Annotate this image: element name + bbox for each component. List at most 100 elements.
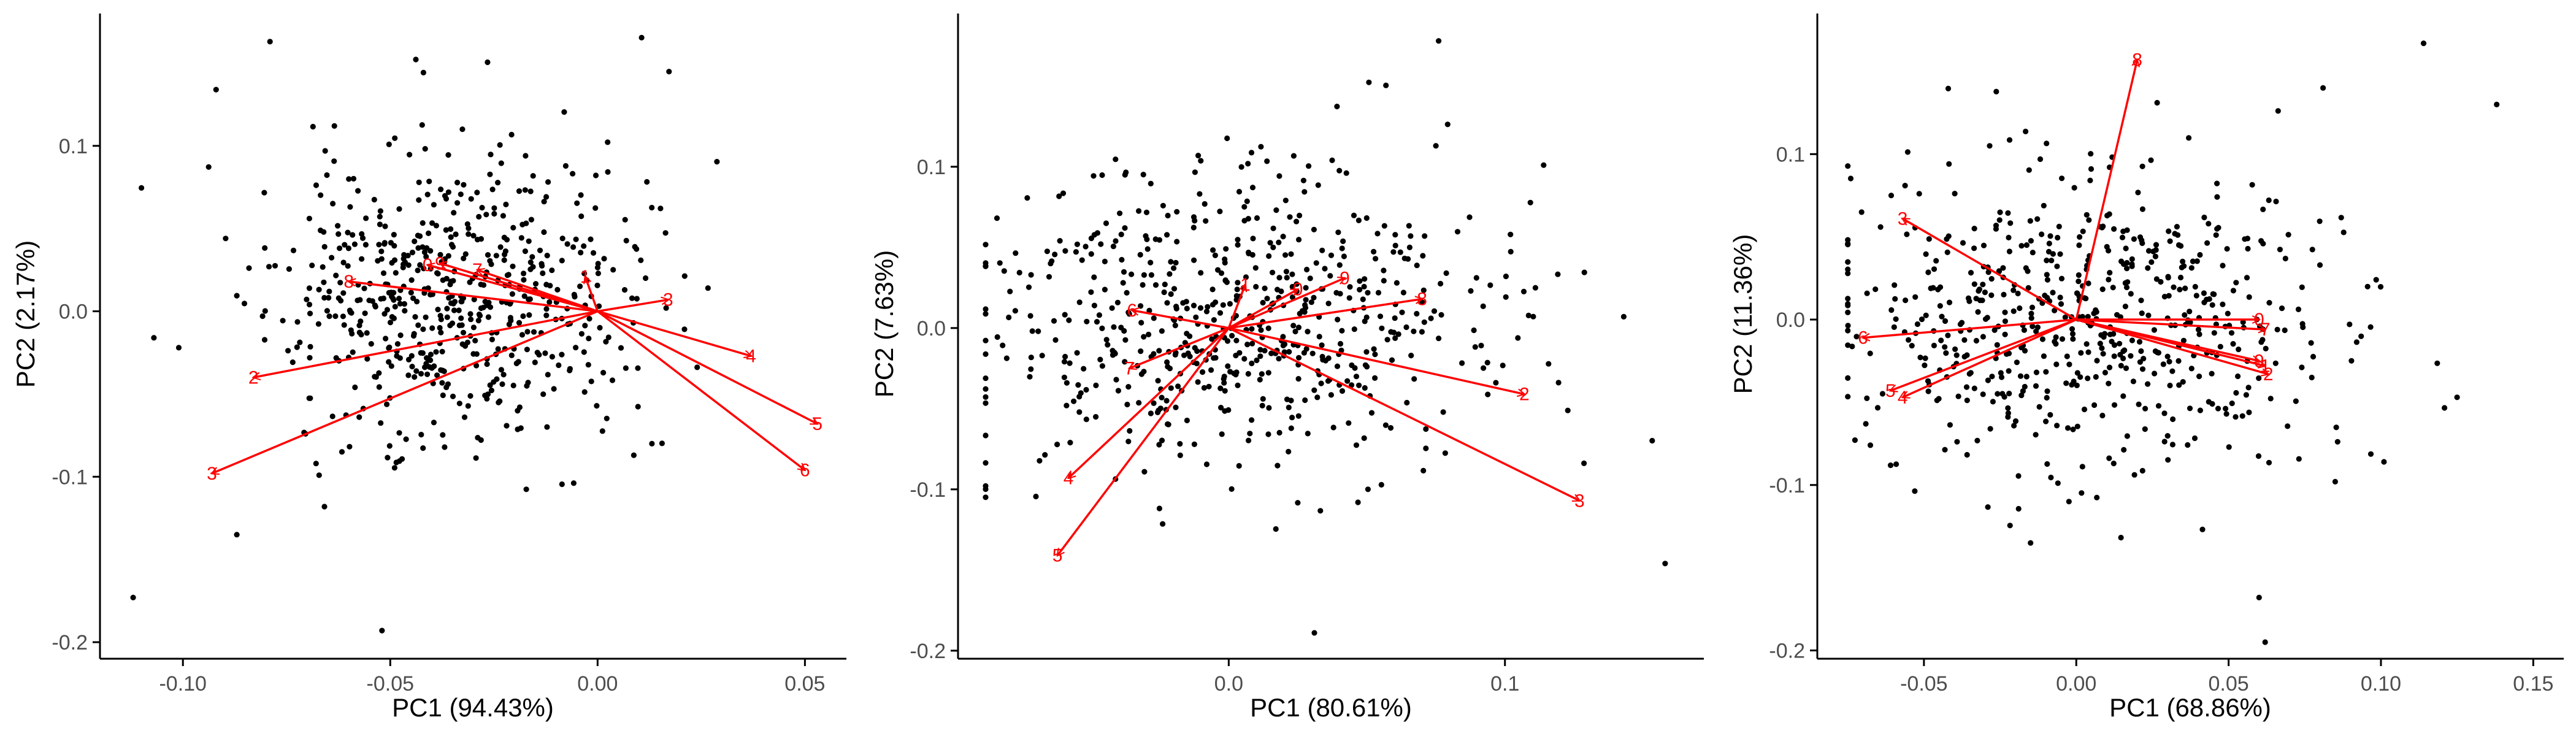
- panel-1-score-point: [421, 249, 428, 255]
- panel-3-score-point: [1922, 355, 1928, 361]
- panel-2-score-point: [1508, 248, 1514, 255]
- panel-2-score-point: [1294, 281, 1300, 287]
- panel-2-score-point: [1541, 162, 1547, 168]
- panel-3-score-point: [2138, 348, 2144, 355]
- panel-2-score-point: [1555, 380, 1562, 386]
- panel-2-score-point: [1311, 294, 1317, 301]
- panel-1-score-point: [333, 272, 339, 278]
- panel-2-score-point: [1054, 442, 1060, 448]
- panel-2-x-axis-title: PC1 (80.61%): [1250, 693, 1412, 722]
- panel-1-score-point: [462, 251, 469, 257]
- panel-3-score-point: [2005, 410, 2011, 416]
- panel-1-score-point: [694, 364, 700, 370]
- panel-2-score-point: [1039, 353, 1045, 359]
- panel-2-score-point: [1317, 508, 1324, 514]
- panel-2-score-point: [1383, 82, 1389, 88]
- panel-2-score-point: [1319, 353, 1325, 360]
- panel-2-score-point: [1121, 269, 1127, 275]
- panel-3-score-point: [2020, 388, 2026, 394]
- panel-2-score-point: [1315, 182, 1321, 188]
- panel-2-score-point: [1436, 335, 1442, 342]
- panel-3-score-point: [2088, 166, 2095, 172]
- panel-1-score-point: [485, 59, 491, 66]
- panel-2-y-tick-label: -0.2: [910, 640, 946, 663]
- panel-1-score-point: [547, 283, 553, 289]
- panel-2-score-point: [1225, 407, 1232, 413]
- panel-3-score-point: [2093, 374, 2099, 380]
- panel-2-loading-label-1: 1: [1240, 275, 1251, 295]
- panel-1-score-point: [401, 251, 407, 258]
- panel-1-score-point: [467, 393, 473, 399]
- panel-2-score-point: [1118, 231, 1124, 237]
- panel-2-score-point: [1173, 259, 1179, 266]
- panel-1-score-point: [500, 213, 507, 219]
- panel-3-score-point: [1903, 297, 1909, 304]
- panel-3-score-point: [2139, 467, 2145, 474]
- panel-3-score-point: [2041, 353, 2047, 359]
- panel-2-score-point: [1364, 364, 1370, 370]
- panel-3-loading-arrow-7: [2076, 318, 2265, 329]
- panel-1-score-point: [385, 454, 391, 461]
- panel-1-score-point: [377, 208, 384, 214]
- panel-3-score-point: [2064, 353, 2070, 359]
- panel-1-score-point: [359, 256, 365, 262]
- panel-3-score-point: [1845, 240, 1851, 247]
- panel-3-score-point: [1874, 405, 1881, 411]
- panel-1-score-point: [422, 146, 428, 152]
- panel-2-score-point: [1064, 402, 1070, 408]
- panel-1-score-point: [438, 316, 444, 323]
- panel-2-score-point: [1365, 289, 1371, 296]
- panel-2-score-point: [1172, 351, 1178, 358]
- panel-2-loading-arrow-8: [1229, 299, 1422, 329]
- panel-2-score-point: [1262, 285, 1268, 291]
- panel-3-score-point: [2053, 361, 2060, 367]
- panel-3-score-point: [2053, 334, 2059, 340]
- panel-3-score-point: [1997, 209, 2003, 215]
- panel-2-score-point: [1236, 188, 1243, 195]
- panel-3-score-point: [1912, 488, 1918, 494]
- panel-3-score-point: [2282, 327, 2288, 334]
- panel-3-score-point: [2194, 258, 2200, 264]
- panel-2-score-point: [1084, 318, 1090, 324]
- panel-3-score-point: [2057, 251, 2063, 257]
- panel-2-score-point: [1565, 407, 1571, 413]
- panel-1-score-point: [350, 175, 357, 182]
- panel-2-score-point: [1074, 350, 1080, 356]
- panel-2-score-point: [1249, 251, 1255, 258]
- panel-1-score-point: [444, 305, 450, 312]
- panel-2-score-point: [1233, 293, 1240, 299]
- panel-1-score-point: [234, 532, 240, 538]
- panel-3-score-point: [2155, 403, 2162, 409]
- panel-2-score-point: [1325, 301, 1332, 307]
- panel-3-score-point: [2046, 240, 2052, 247]
- panel-3-score-point: [1985, 504, 1991, 510]
- panel-1-score-point: [261, 190, 267, 196]
- panel-1-score-point: [386, 359, 392, 365]
- panel-1-score-point: [396, 430, 402, 436]
- panel-1-score-point: [472, 337, 478, 344]
- panel-2-score-point: [1113, 156, 1119, 163]
- panel-2-score-point: [1333, 289, 1340, 296]
- panel-1-score-point: [520, 313, 526, 320]
- panel-2-score-point: [1250, 236, 1256, 242]
- panel-3-score-point: [2023, 374, 2030, 380]
- panel-2-score-point: [983, 432, 989, 439]
- panel-3-score-point: [1845, 342, 1851, 348]
- panel-1-score-point: [427, 291, 434, 297]
- panel-2-score-point: [1192, 345, 1198, 351]
- panel-2-score-point: [1503, 274, 1509, 280]
- panel-2-score-point: [1289, 415, 1295, 421]
- panel-1-score-point: [315, 321, 322, 327]
- panel-1-score-point: [307, 310, 313, 316]
- panel-2-score-point: [1111, 350, 1117, 356]
- panel-1-score-point: [581, 243, 587, 249]
- panel-1-score-point: [351, 241, 358, 247]
- panel-1-score-point: [493, 253, 499, 259]
- panel-1-score-point: [485, 252, 491, 258]
- panel-3-score-point: [2215, 405, 2221, 412]
- panel-3-score-point: [2028, 315, 2034, 321]
- panel-1-score-point: [321, 279, 327, 285]
- panel-3-score-point: [2182, 285, 2188, 291]
- panel-1-score-point: [530, 264, 536, 270]
- panel-1-score-point: [454, 200, 461, 206]
